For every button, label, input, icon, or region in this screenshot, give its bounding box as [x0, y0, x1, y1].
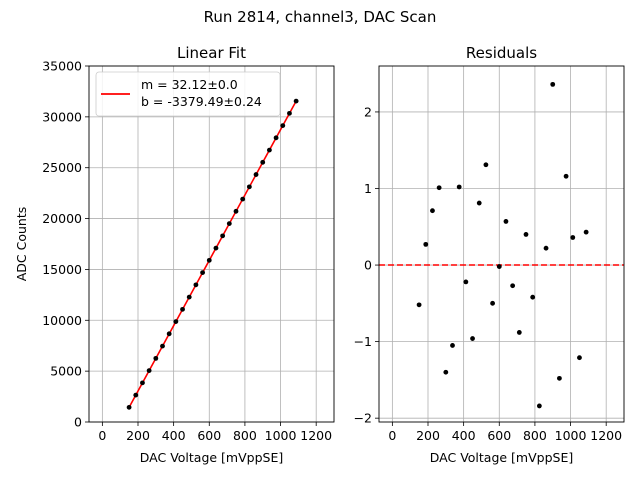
data-point [490, 300, 495, 306]
data-point [430, 208, 435, 214]
data-point [583, 229, 589, 235]
data-point [563, 173, 569, 179]
data-point [126, 404, 132, 410]
y-tick-label: −1 [354, 334, 372, 349]
y-tick-label: 25000 [42, 160, 82, 175]
data-point [510, 283, 516, 289]
y-tick-label: 35000 [42, 59, 82, 74]
data-point [133, 392, 139, 398]
data-point [246, 184, 252, 190]
data-point [577, 355, 582, 361]
y-tick-label: 20000 [42, 211, 82, 226]
data-point [253, 172, 259, 177]
data-point [280, 123, 286, 128]
data-point [213, 245, 219, 251]
data-point [160, 343, 165, 349]
data-point [456, 184, 462, 190]
legend-entry-intercept: b = -3379.49±0.24 [141, 94, 262, 109]
x-tick-label: 600 [197, 428, 221, 443]
data-point [516, 330, 522, 335]
data-point [463, 279, 469, 285]
data-point [436, 185, 442, 191]
x-tick-label: 400 [162, 428, 186, 443]
y-tick-label: 15000 [42, 262, 82, 277]
y-tick-label: 30000 [42, 109, 82, 124]
x-tick-label: 800 [523, 428, 547, 443]
y-tick-label: 0 [74, 415, 82, 430]
data-point [240, 196, 246, 202]
x-tick-label: 200 [126, 428, 150, 443]
x-tick-label: 200 [416, 428, 440, 443]
data-point [200, 270, 205, 276]
data-point [293, 98, 299, 104]
data-point [470, 336, 475, 341]
data-point [153, 355, 159, 361]
data-point [483, 162, 489, 168]
fit-line [128, 100, 297, 408]
data-point [476, 200, 482, 206]
x-tick-label: 1200 [590, 428, 622, 443]
data-point [206, 257, 212, 263]
data-point [496, 264, 502, 269]
data-point [260, 159, 266, 165]
chart-title: Linear Fit [177, 44, 246, 62]
y-tick-label: 0 [364, 258, 372, 273]
data-point [233, 208, 239, 214]
data-point [166, 331, 172, 337]
data-point [220, 233, 226, 239]
plot-frame [378, 65, 625, 423]
legend-box [95, 71, 281, 117]
data-point [193, 282, 199, 288]
data-point [543, 245, 549, 251]
plot-frame [88, 65, 335, 423]
x-tick-label: 1000 [555, 428, 587, 443]
data-point [267, 147, 272, 153]
linear-fit-chart: 0 200 400 600 800 1000 1200 0 5000 10000 15000 2000… [14, 44, 335, 465]
data-point [186, 294, 192, 300]
legend: m = 32.12±0.0 b = -3379.49±0.24 [95, 71, 281, 117]
data-point [557, 375, 562, 381]
data-point [146, 368, 152, 374]
data-point [523, 232, 529, 237]
x-tick-label: 0 [98, 428, 106, 443]
x-axis-label: DAC Voltage [mVppSE] [430, 450, 573, 465]
data-point [530, 294, 536, 300]
residuals-chart: 0 200 400 600 800 1000 1200 −2 −1 0 1 2 Residuals DAC… [354, 44, 625, 465]
data-point [570, 235, 576, 240]
x-tick-label: 400 [452, 428, 476, 443]
data-point [536, 403, 542, 409]
x-tick-label: 600 [487, 428, 511, 443]
data-point [450, 343, 455, 348]
y-tick-label: −2 [354, 411, 372, 426]
data-point [503, 219, 509, 224]
legend-entry-slope: m = 32.12±0.0 [141, 77, 238, 92]
figure-suptitle: Run 2814, channel3, DAC Scan [204, 8, 437, 26]
y-tick-label: 2 [364, 104, 372, 119]
data-point [273, 135, 279, 141]
y-tick-label: 10000 [42, 313, 82, 328]
data-point [140, 380, 145, 386]
y-axis-label: ADC Counts [14, 207, 29, 282]
chart-title: Residuals [466, 44, 537, 62]
data-point [423, 241, 429, 247]
data-point [226, 221, 232, 226]
data-point [416, 302, 422, 308]
data-point [180, 306, 185, 312]
x-tick-label: 1200 [300, 428, 332, 443]
data-point [443, 369, 449, 375]
x-axis-label: DAC Voltage [mVppSE] [140, 450, 283, 465]
data-point [287, 110, 292, 116]
x-tick-label: 1000 [265, 428, 297, 443]
data-point [550, 81, 556, 87]
x-tick-label: 0 [388, 428, 396, 443]
x-tick-label: 800 [233, 428, 257, 443]
data-point [173, 319, 179, 324]
y-tick-label: 5000 [50, 364, 82, 379]
y-tick-label: 1 [364, 181, 372, 196]
